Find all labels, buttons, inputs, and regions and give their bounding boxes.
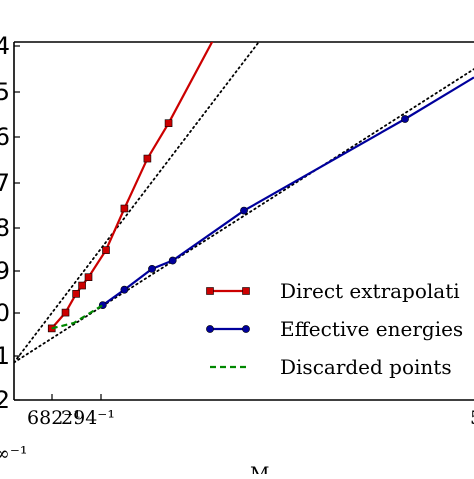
legend-marker-left-effective-energies <box>206 325 214 333</box>
data-point-direct-extrapolati-2 <box>61 308 70 317</box>
y-tick-label-4: 7 <box>0 169 10 197</box>
series-line-discarded-points <box>51 304 104 330</box>
y-tick-label-8: 1 <box>0 342 10 370</box>
legend-marker-left-direct-extrapolati <box>206 287 214 295</box>
data-point-direct-extrapolati-4 <box>78 281 86 290</box>
series-line-effective-energies <box>102 118 406 306</box>
data-point-direct-extrapolati-6 <box>102 246 110 254</box>
data-point-effective-energies-2 <box>120 285 129 294</box>
legend-label-effective-energies: Effective energies <box>280 317 463 341</box>
series-line-direct-extrapolati <box>50 122 170 330</box>
data-point-effective-energies-6 <box>401 115 409 123</box>
y-tick-label-6: 9 <box>0 257 10 285</box>
series-line-continuation-effective-energies <box>404 76 474 120</box>
x-tick-label-3: 5 <box>470 407 474 429</box>
legend-marker-right-effective-energies <box>242 325 250 333</box>
data-point-direct-extrapolati-8 <box>143 154 152 163</box>
legend-label-direct-extrapolati: Direct extrapolati <box>280 279 460 303</box>
reference-line-1 <box>14 42 260 364</box>
y-tick-label-5: 8 <box>0 214 10 242</box>
x-tick-label-1: 682⁻¹ <box>27 407 81 429</box>
data-point-direct-extrapolati-7 <box>120 204 129 213</box>
x-corner-label: ∞⁻¹ <box>0 443 27 465</box>
legend-marker-right-direct-extrapolati <box>242 287 250 295</box>
y-tick-label-1: 4 <box>0 32 10 60</box>
y-tick-label-9: 2 <box>0 386 10 414</box>
legend-label-discarded-points: Discarded points <box>280 355 452 379</box>
y-tick-label-7: 0 <box>0 299 10 327</box>
x-tick-label-2: 294⁻¹ <box>61 407 115 429</box>
data-point-direct-extrapolati-9 <box>164 119 173 127</box>
data-point-effective-energies-5 <box>240 206 248 215</box>
data-point-effective-energies-3 <box>148 264 156 273</box>
y-tick-label-3: 6 <box>0 123 10 151</box>
data-point-direct-extrapolati-5 <box>84 273 93 281</box>
series-line-continuation-direct-extrapolati <box>167 42 214 124</box>
y-tick-label-2: 5 <box>0 78 10 106</box>
data-point-effective-energies-4 <box>168 256 177 265</box>
x-axis-label: M <box>250 463 269 474</box>
data-point-direct-extrapolati-3 <box>72 290 80 298</box>
